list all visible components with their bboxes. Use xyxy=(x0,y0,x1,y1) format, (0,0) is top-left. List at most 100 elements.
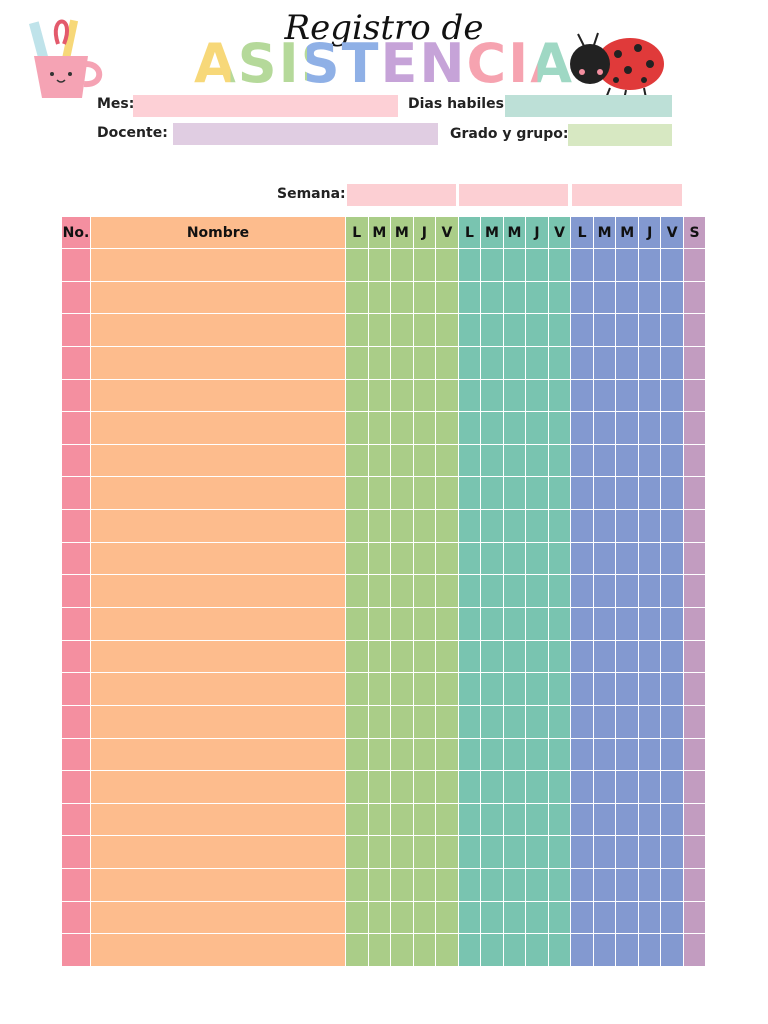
day-cell[interactable] xyxy=(346,379,369,413)
day-cell[interactable] xyxy=(548,640,572,674)
day-cell[interactable] xyxy=(548,803,572,837)
saturday-cell[interactable] xyxy=(684,705,706,739)
name-cell[interactable] xyxy=(91,412,346,445)
day-cell[interactable] xyxy=(661,771,684,804)
saturday-cell[interactable] xyxy=(684,771,706,804)
day-cell[interactable] xyxy=(661,249,684,282)
day-cell[interactable] xyxy=(346,836,369,870)
day-cell[interactable] xyxy=(436,379,459,413)
day-cell[interactable] xyxy=(413,249,437,282)
day-cell[interactable] xyxy=(571,771,594,804)
saturday-cell[interactable] xyxy=(684,738,706,772)
day-cell[interactable] xyxy=(661,542,684,576)
day-cell[interactable] xyxy=(548,379,572,413)
day-cell[interactable] xyxy=(481,477,504,511)
day-cell[interactable] xyxy=(571,803,594,837)
day-cell[interactable] xyxy=(413,575,437,608)
day-cell[interactable] xyxy=(593,608,617,641)
number-cell[interactable] xyxy=(62,249,91,282)
day-cell[interactable] xyxy=(571,575,594,608)
day-cell[interactable] xyxy=(571,836,594,870)
day-cell[interactable] xyxy=(458,477,482,511)
day-cell[interactable] xyxy=(391,771,414,804)
day-cell[interactable] xyxy=(503,249,527,282)
day-cell[interactable] xyxy=(391,477,414,511)
day-cell[interactable] xyxy=(368,379,392,413)
name-cell[interactable] xyxy=(91,281,346,315)
field-box[interactable] xyxy=(568,124,672,146)
week-box[interactable] xyxy=(347,184,456,206)
name-cell[interactable] xyxy=(91,477,346,511)
name-cell[interactable] xyxy=(91,705,346,739)
day-cell[interactable] xyxy=(368,901,392,935)
saturday-cell[interactable] xyxy=(684,249,706,282)
day-cell[interactable] xyxy=(458,738,482,772)
saturday-cell[interactable] xyxy=(684,314,706,347)
day-cell[interactable] xyxy=(503,738,527,772)
day-cell[interactable] xyxy=(548,249,572,282)
day-cell[interactable] xyxy=(346,477,369,511)
day-cell[interactable] xyxy=(481,510,504,543)
day-cell[interactable] xyxy=(346,673,369,706)
saturday-cell[interactable] xyxy=(684,869,706,902)
day-cell[interactable] xyxy=(436,934,459,967)
day-cell[interactable] xyxy=(548,738,572,772)
day-cell[interactable] xyxy=(593,771,617,804)
name-cell[interactable] xyxy=(91,640,346,674)
day-cell[interactable] xyxy=(638,281,662,315)
day-cell[interactable] xyxy=(616,379,639,413)
day-cell[interactable] xyxy=(526,575,549,608)
day-cell[interactable] xyxy=(593,281,617,315)
day-cell[interactable] xyxy=(458,444,482,478)
day-cell[interactable] xyxy=(593,836,617,870)
day-cell[interactable] xyxy=(616,608,639,641)
day-cell[interactable] xyxy=(638,575,662,608)
day-cell[interactable] xyxy=(593,346,617,380)
day-cell[interactable] xyxy=(616,477,639,511)
day-cell[interactable] xyxy=(616,575,639,608)
number-cell[interactable] xyxy=(62,542,91,576)
day-cell[interactable] xyxy=(346,934,369,967)
day-cell[interactable] xyxy=(571,738,594,772)
day-cell[interactable] xyxy=(391,412,414,445)
day-cell[interactable] xyxy=(481,444,504,478)
day-cell[interactable] xyxy=(368,510,392,543)
day-cell[interactable] xyxy=(503,477,527,511)
day-cell[interactable] xyxy=(436,901,459,935)
day-cell[interactable] xyxy=(616,444,639,478)
name-cell[interactable] xyxy=(91,346,346,380)
day-cell[interactable] xyxy=(616,836,639,870)
day-cell[interactable] xyxy=(526,705,549,739)
day-cell[interactable] xyxy=(503,575,527,608)
day-cell[interactable] xyxy=(571,673,594,706)
day-cell[interactable] xyxy=(436,803,459,837)
day-cell[interactable] xyxy=(458,901,482,935)
day-cell[interactable] xyxy=(368,608,392,641)
day-cell[interactable] xyxy=(481,281,504,315)
name-cell[interactable] xyxy=(91,803,346,837)
day-cell[interactable] xyxy=(458,705,482,739)
day-cell[interactable] xyxy=(458,836,482,870)
name-cell[interactable] xyxy=(91,673,346,706)
day-cell[interactable] xyxy=(503,510,527,543)
day-cell[interactable] xyxy=(391,444,414,478)
day-cell[interactable] xyxy=(638,836,662,870)
saturday-cell[interactable] xyxy=(684,444,706,478)
day-cell[interactable] xyxy=(548,444,572,478)
number-cell[interactable] xyxy=(62,738,91,772)
day-cell[interactable] xyxy=(436,346,459,380)
day-cell[interactable] xyxy=(413,314,437,347)
day-cell[interactable] xyxy=(616,771,639,804)
day-cell[interactable] xyxy=(436,640,459,674)
day-cell[interactable] xyxy=(526,901,549,935)
day-cell[interactable] xyxy=(503,412,527,445)
day-cell[interactable] xyxy=(616,542,639,576)
saturday-cell[interactable] xyxy=(684,575,706,608)
day-cell[interactable] xyxy=(548,346,572,380)
day-cell[interactable] xyxy=(436,510,459,543)
day-cell[interactable] xyxy=(526,510,549,543)
day-cell[interactable] xyxy=(571,608,594,641)
day-cell[interactable] xyxy=(346,738,369,772)
day-cell[interactable] xyxy=(436,477,459,511)
field-box[interactable] xyxy=(173,123,438,145)
